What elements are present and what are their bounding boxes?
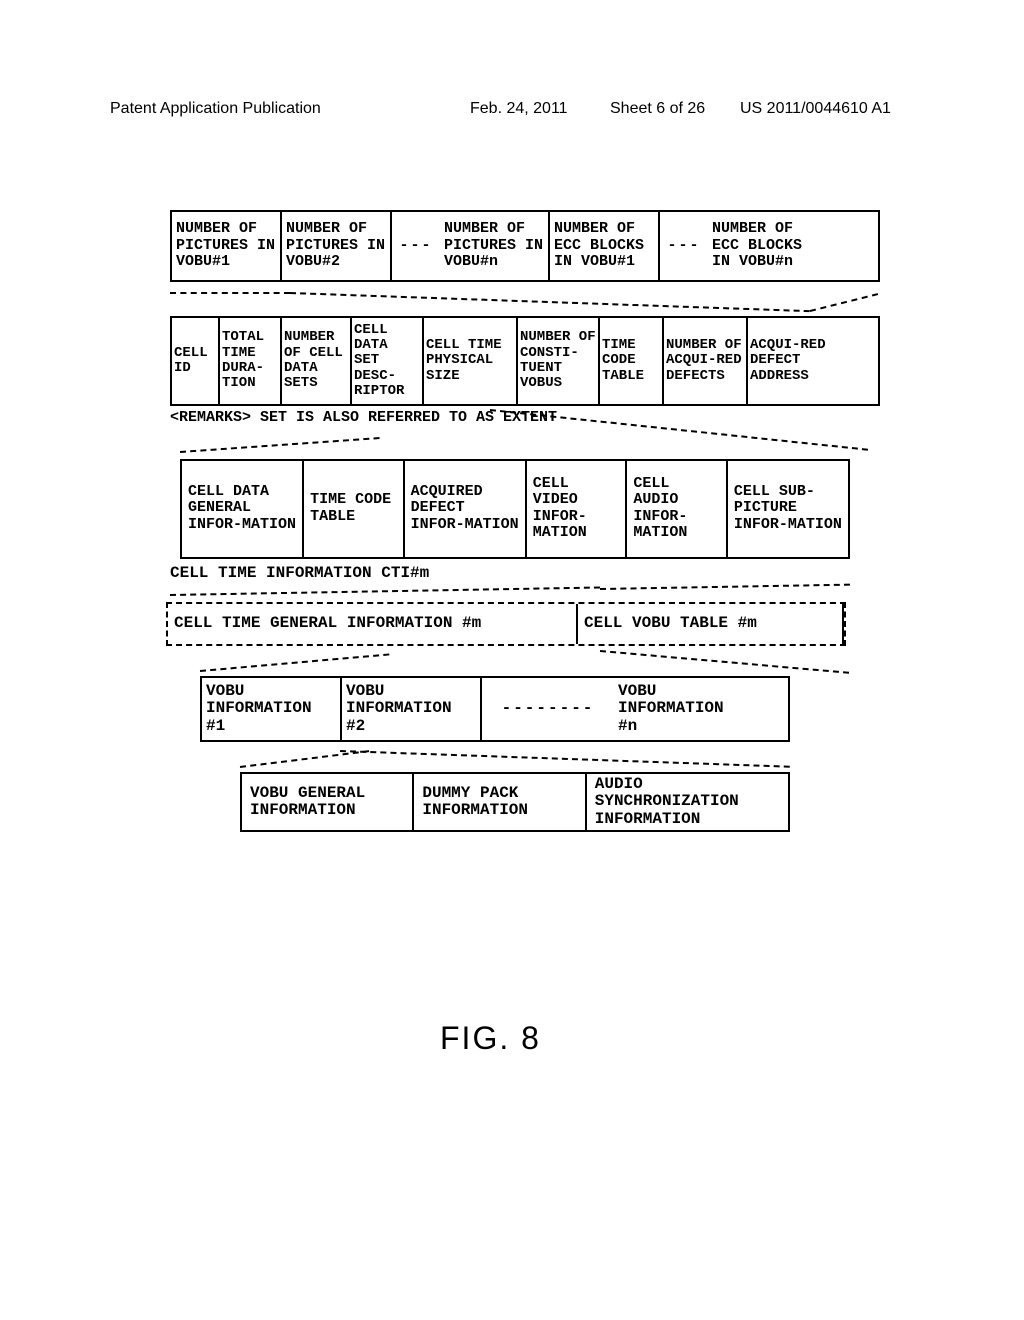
l1-c4: NUMBER OF ECC BLOCKS IN VOBU#1 xyxy=(550,212,660,280)
level6-row: VOBU GENERAL INFORMATION DUMMY PACK INFO… xyxy=(240,772,790,832)
l1-c3: NUMBER OF PICTURES IN VOBU#n xyxy=(440,212,550,280)
l1-gap2: --- xyxy=(660,212,708,280)
level5-row: VOBU INFORMATION #1 VOBU INFORMATION #2 … xyxy=(200,676,790,742)
l2-c8: NUMBER OF ACQUI-RED DEFECTS xyxy=(664,318,748,404)
level2-row: CELL ID TOTAL TIME DURA-TION NUMBER OF C… xyxy=(170,316,880,406)
figure-label: FIG. 8 xyxy=(440,1020,541,1057)
l4-c1: CELL TIME GENERAL INFORMATION #m xyxy=(168,604,578,644)
l6-c2: DUMMY PACK INFORMATION xyxy=(414,774,586,830)
l2-c7: TIME CODE TABLE xyxy=(600,318,664,404)
l5-c2: VOBU INFORMATION #2 xyxy=(342,678,482,740)
l5-gap: -------- xyxy=(482,678,614,740)
header-pubno: US 2011/0044610 A1 xyxy=(740,100,891,118)
l1-c5: NUMBER OF ECC BLOCKS IN VOBU#n xyxy=(708,212,818,280)
level1-row: NUMBER OF PICTURES IN VOBU#1 NUMBER OF P… xyxy=(170,210,880,282)
l4-c2: CELL VOBU TABLE #m xyxy=(578,604,844,644)
connector-1-2 xyxy=(170,286,880,316)
l1-c2: NUMBER OF PICTURES IN VOBU#2 xyxy=(282,212,392,280)
connector-4-5 xyxy=(170,650,880,676)
l5-c3: VOBU INFORMATION #n xyxy=(614,678,754,740)
cti-label: CELL TIME INFORMATION CTI#m xyxy=(170,565,880,583)
l2-c4: CELL DATA SET DESC-RIPTOR xyxy=(352,318,424,404)
header-left: Patent Application Publication xyxy=(110,100,321,118)
l3-c4: CELL VIDEO INFOR-MATION xyxy=(527,461,628,557)
l2-c6: NUMBER OF CONSTI-TUENT VOBUS xyxy=(518,318,600,404)
l1-c1: NUMBER OF PICTURES IN VOBU#1 xyxy=(172,212,282,280)
connector-5-6 xyxy=(170,746,880,772)
l1-gap1: --- xyxy=(392,212,440,280)
header-date: Feb. 24, 2011 xyxy=(470,100,568,118)
l6-c1: VOBU GENERAL INFORMATION xyxy=(242,774,414,830)
l3-c3: ACQUIRED DEFECT INFOR-MATION xyxy=(405,461,527,557)
l3-c6: CELL SUB-PICTURE INFOR-MATION xyxy=(728,461,848,557)
level4-row: CELL TIME GENERAL INFORMATION #m CELL VO… xyxy=(166,602,846,646)
l2-c1: CELL ID xyxy=(172,318,220,404)
l2-c3: NUMBER OF CELL DATA SETS xyxy=(282,318,352,404)
l5-c1: VOBU INFORMATION #1 xyxy=(202,678,342,740)
hierarchy-diagram: NUMBER OF PICTURES IN VOBU#1 NUMBER OF P… xyxy=(170,210,880,836)
connector-3-4 xyxy=(170,584,880,602)
l6-c3: AUDIO SYNCHRONIZATION INFORMATION xyxy=(587,774,788,830)
l2-c5: CELL TIME PHYSICAL SIZE xyxy=(424,318,518,404)
l2-c9: ACQUI-RED DEFECT ADDRESS xyxy=(748,318,834,404)
header-sheet: Sheet 6 of 26 xyxy=(610,100,705,118)
connector-2-3 xyxy=(170,433,880,459)
l3-c1: CELL DATA GENERAL INFOR-MATION xyxy=(182,461,304,557)
level3-row: CELL DATA GENERAL INFOR-MATION TIME CODE… xyxy=(180,459,850,559)
l3-c5: CELL AUDIO INFOR-MATION xyxy=(627,461,728,557)
l2-c2: TOTAL TIME DURA-TION xyxy=(220,318,282,404)
l3-c2: TIME CODE TABLE xyxy=(304,461,405,557)
